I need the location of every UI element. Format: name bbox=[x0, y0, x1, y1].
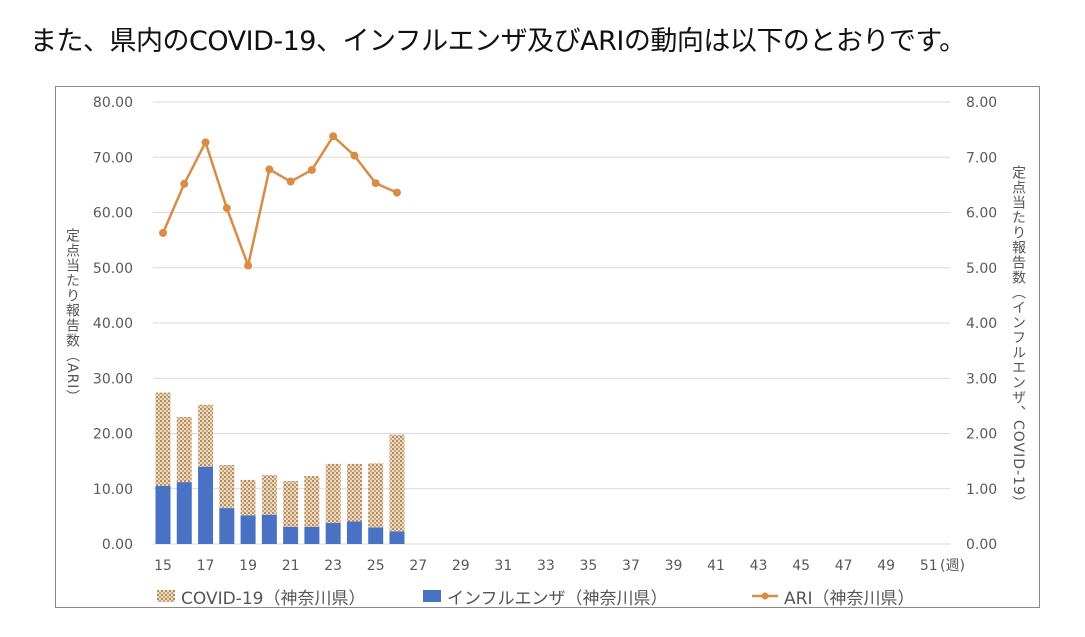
legend-covid-swatch bbox=[157, 590, 175, 602]
bar-influenza bbox=[304, 526, 320, 544]
x-tick-label: 45 bbox=[792, 558, 810, 574]
y-left-tick-label: 50.00 bbox=[93, 261, 133, 277]
legend-ari-swatch bbox=[752, 592, 778, 600]
x-tick-label: 43 bbox=[750, 558, 768, 574]
bar-influenza bbox=[389, 531, 405, 544]
bar-influenza bbox=[219, 508, 235, 544]
y-left-tick-label: 0.00 bbox=[102, 537, 133, 553]
y-right-tick-label: 2.00 bbox=[966, 427, 997, 443]
x-tick-label: 21 bbox=[282, 558, 300, 574]
point-ari bbox=[159, 228, 167, 237]
bar-influenza bbox=[325, 523, 341, 544]
bar-influenza bbox=[198, 466, 214, 544]
x-tick-label: 51 bbox=[920, 558, 938, 574]
x-tick-label: 49 bbox=[877, 558, 895, 574]
bar-influenza bbox=[176, 482, 192, 544]
bar-covid bbox=[155, 392, 171, 486]
bar-influenza bbox=[346, 521, 362, 544]
legend-covid: COVID-19（神奈川県） bbox=[157, 584, 366, 609]
bar-covid bbox=[346, 463, 362, 522]
y-left-tick-label: 60.00 bbox=[93, 206, 133, 222]
y-right-tick-label: 0.00 bbox=[966, 537, 997, 553]
y-left-tick-label: 10.00 bbox=[93, 482, 133, 498]
y-right-tick-label: 1.00 bbox=[966, 482, 997, 498]
bar-covid bbox=[176, 416, 192, 483]
point-ari bbox=[244, 261, 253, 270]
y-left-tick-label: 20.00 bbox=[93, 427, 133, 443]
line-ari bbox=[161, 135, 398, 267]
bar-covid bbox=[283, 481, 299, 527]
y-left-tick-label: 40.00 bbox=[93, 316, 133, 332]
y-right-tick-label: 6.00 bbox=[966, 206, 997, 222]
y-left-tick-label: 80.00 bbox=[93, 95, 133, 111]
y-right-tick-label: 3.00 bbox=[966, 371, 997, 387]
x-tick-label: 31 bbox=[494, 558, 512, 574]
x-tick-label: 33 bbox=[537, 558, 555, 574]
point-ari bbox=[329, 132, 338, 141]
x-tick-label: 29 bbox=[452, 558, 470, 574]
bar-influenza bbox=[283, 526, 299, 544]
right-axis-label: 定点当たり報告数（インフルエンザ、COVID-19） bbox=[1010, 165, 1026, 511]
legend-ari-label: ARI（神奈川県） bbox=[784, 588, 915, 609]
legend-influenza: インフルエンザ（神奈川県） bbox=[423, 584, 668, 609]
x-tick-label: 27 bbox=[409, 558, 427, 574]
bar-covid bbox=[261, 474, 277, 515]
bar-covid bbox=[198, 404, 214, 467]
y-right-tick-label: 8.00 bbox=[966, 95, 997, 111]
point-ari bbox=[307, 165, 316, 174]
x-axis-unit: (週) bbox=[940, 558, 965, 574]
x-tick-label: 15 bbox=[154, 558, 172, 574]
x-tick-label: 35 bbox=[579, 558, 597, 574]
page-heading: また、県内のCOVID-19、インフルエンザ及びARIの動向は以下のとおりです。 bbox=[30, 26, 966, 57]
point-ari bbox=[350, 151, 359, 160]
bar-influenza bbox=[240, 515, 256, 544]
legend-covid-label: COVID-19（神奈川県） bbox=[181, 588, 366, 609]
legend-ari: ARI（神奈川県） bbox=[752, 584, 915, 609]
point-ari bbox=[392, 188, 401, 197]
point-ari bbox=[180, 179, 189, 188]
bar-covid bbox=[368, 463, 384, 528]
bar-covid bbox=[304, 476, 320, 527]
bar-influenza bbox=[368, 527, 384, 544]
x-tick-label: 37 bbox=[622, 558, 640, 574]
y-left-tick-label: 30.00 bbox=[93, 371, 133, 387]
point-ari bbox=[371, 179, 380, 188]
left-axis-label: 定点当たり報告数（ARI） bbox=[64, 228, 80, 405]
y-right-tick-label: 4.00 bbox=[966, 316, 997, 332]
x-tick-label: 19 bbox=[239, 558, 257, 574]
x-tick-label: 23 bbox=[324, 558, 342, 574]
bar-covid bbox=[219, 464, 235, 509]
x-tick-label: 17 bbox=[197, 558, 215, 574]
point-ari bbox=[201, 138, 210, 147]
bar-influenza bbox=[155, 485, 171, 544]
point-ari bbox=[222, 204, 231, 213]
bar-covid bbox=[325, 463, 341, 524]
x-tick-label: 41 bbox=[707, 558, 725, 574]
legend-influenza-label: インフルエンザ（神奈川県） bbox=[447, 588, 668, 609]
point-ari bbox=[286, 177, 295, 186]
x-tick-label: 39 bbox=[665, 558, 683, 574]
bar-covid bbox=[389, 434, 405, 532]
bar-covid bbox=[240, 479, 256, 516]
chart-frame bbox=[55, 86, 1040, 608]
y-right-tick-label: 7.00 bbox=[966, 150, 997, 166]
y-right-tick-label: 5.00 bbox=[966, 261, 997, 277]
legend-influenza-swatch bbox=[423, 590, 441, 602]
bar-influenza bbox=[261, 514, 277, 544]
x-tick-label: 47 bbox=[835, 558, 853, 574]
x-tick-label: 25 bbox=[367, 558, 385, 574]
point-ari bbox=[265, 165, 274, 174]
y-left-tick-label: 70.00 bbox=[93, 150, 133, 166]
